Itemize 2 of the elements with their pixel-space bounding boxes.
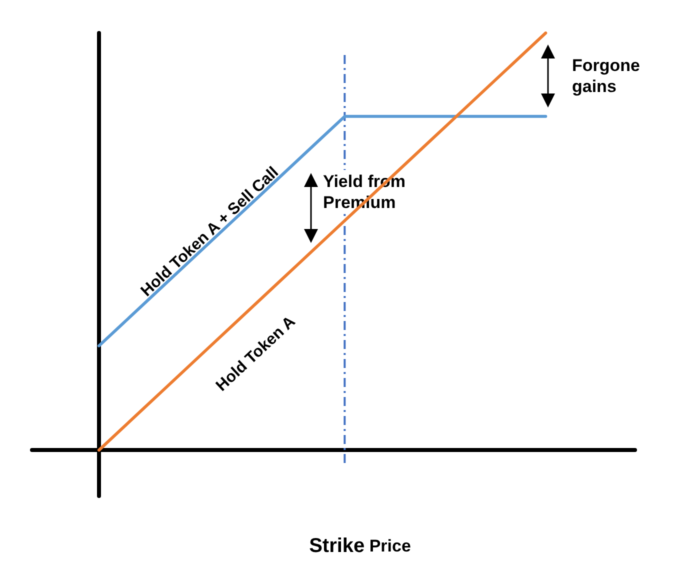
x-axis-title: Strike Price <box>309 535 411 557</box>
annotation: Forgone gains <box>572 56 645 96</box>
